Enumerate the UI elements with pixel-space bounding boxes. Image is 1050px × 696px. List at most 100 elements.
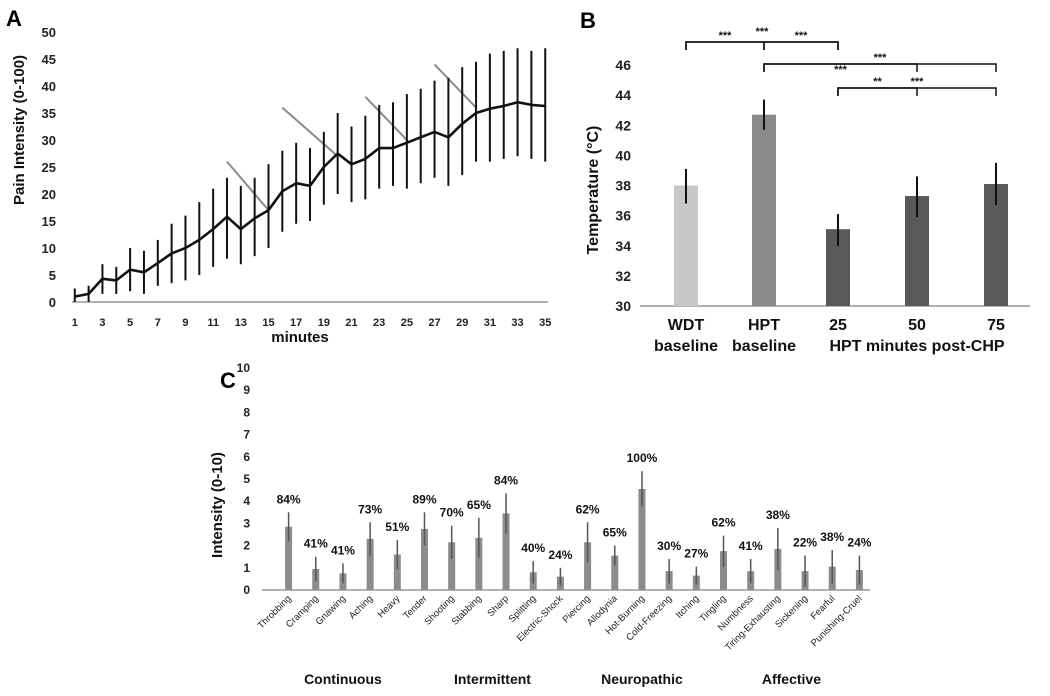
panel-c-y-tick-label: 2	[243, 539, 250, 553]
panel-c-bar	[448, 542, 456, 590]
panel-a-x-tick-label: 23	[373, 317, 385, 329]
panel-c-percent-label: 40%	[521, 541, 545, 555]
panel-b-category-sublabel: baseline	[732, 338, 796, 355]
panel-c-bar	[638, 488, 646, 590]
panel-c-group-label: Affective	[762, 671, 821, 687]
panel-c-y-axis-label: Intensity (0-10)	[209, 452, 226, 558]
panel-b-y-tick-label: 32	[615, 268, 631, 284]
panel-b-category-label: HPT	[748, 317, 780, 334]
panel-a-y-axis-label: Pain Intensity (0-100)	[11, 55, 28, 205]
panel-c-percent-label: 84%	[277, 492, 301, 506]
panel-b-y-axis-label: Temperature (°C)	[585, 126, 602, 255]
panel-a-annotation-line	[364, 96, 408, 141]
panel-b-significance-bracket	[763, 41, 839, 50]
panel-b-category-label: WDT	[668, 317, 705, 334]
panel-a-x-tick-label: 35	[539, 317, 551, 329]
panel-a-x-tick-label: 9	[182, 317, 188, 329]
panel-b-category-label: 75	[987, 317, 1005, 334]
panel-c-percent-label: 24%	[548, 548, 572, 562]
panel-c-bar	[584, 542, 592, 590]
panel-letter-c: C	[220, 368, 236, 393]
panel-c-percent-label: 84%	[494, 473, 518, 487]
panel-c-percent-label: 41%	[304, 537, 328, 551]
panel-c-percent-label: 27%	[684, 547, 708, 561]
panel-c-percent-label: 41%	[739, 539, 763, 553]
panel-c-group-label: Neuropathic	[601, 671, 683, 687]
panel-a-x-tick-label: 15	[262, 317, 274, 329]
panel-a-x-tick-label: 17	[290, 317, 302, 329]
panel-b-bar	[674, 185, 698, 306]
panel-b-significance-bracket	[685, 41, 839, 50]
panel-c-bar	[611, 555, 619, 590]
panel-c-percent-label: 38%	[820, 530, 844, 544]
panel-c-group-label: Continuous	[304, 671, 382, 687]
panel-b-significance-bracket	[837, 87, 918, 96]
panel-c-percent-label: 24%	[847, 536, 871, 550]
panel-b-y-tick-label: 36	[615, 208, 631, 224]
panel-a-x-tick-label: 19	[318, 317, 330, 329]
panel-b-y-tick-label: 40	[615, 147, 631, 163]
panel-a-annotation-line	[226, 160, 270, 211]
panel-a-y-tick-label: 20	[42, 187, 56, 202]
panel-a-x-tick-label: 3	[99, 317, 105, 329]
panel-c-category-label: Heavy	[376, 593, 403, 620]
panel-c-y-tick-label: 10	[237, 361, 251, 375]
panel-b-significance-label: **	[873, 76, 882, 88]
panel-b-significance-label: ***	[756, 26, 770, 38]
panel-a-x-tick-label: 25	[401, 317, 413, 329]
panel-c-bar	[502, 513, 510, 590]
panel-a-x-tick-label: 21	[345, 317, 357, 329]
panel-c-y-tick-label: 6	[243, 450, 250, 464]
panel-a-y-tick-label: 45	[42, 52, 56, 67]
panel-c-percent-label: 65%	[467, 498, 491, 512]
panel-c-percent-label: 89%	[412, 492, 436, 506]
panel-a-x-tick-label: 13	[235, 317, 247, 329]
panel-c-y-tick-label: 7	[243, 428, 250, 442]
panel-c-percent-label: 38%	[766, 508, 790, 522]
panel-a-y-tick-label: 35	[42, 106, 56, 121]
panel-b-significance-label: ***	[834, 64, 848, 76]
panel-b-category-label: 50	[908, 317, 926, 334]
panel-c-y-tick-label: 1	[243, 561, 250, 575]
panel-c-percent-label: 73%	[358, 502, 382, 516]
panel-c-percent-label: 65%	[603, 526, 627, 540]
panel-c-y-tick-label: 8	[243, 405, 250, 419]
panel-b-significance-label: ***	[911, 76, 925, 88]
panel-b-significance-label: ***	[874, 52, 888, 64]
panel-a-annotation-line	[433, 63, 477, 109]
panel-c-bar	[285, 526, 293, 590]
panel-c-percent-label: 62%	[576, 502, 600, 516]
panel-c-y-tick-label: 3	[243, 516, 250, 530]
panel-c-percent-label: 70%	[440, 506, 464, 520]
panel-b-significance-bracket	[763, 63, 997, 72]
panel-c-group-label: Intermittent	[454, 671, 531, 687]
panel-c-percent-label: 62%	[711, 516, 735, 530]
panel-b-bar-chart: 30 32 34 36 38 40 42 44 46 Temperature (°C) WDT bas…	[585, 26, 1030, 355]
panel-c-bar	[393, 554, 401, 590]
panel-c-y-tick-label: 5	[243, 472, 250, 486]
panel-c-category-label: Gnawing	[314, 593, 348, 627]
panel-b-y-tick-label: 44	[615, 87, 631, 103]
panel-b-significance-label: ***	[795, 30, 809, 42]
panel-a-x-tick-label: 27	[428, 317, 440, 329]
panel-a-y-tick-label: 15	[42, 214, 56, 229]
panel-b-y-tick-label: 38	[615, 178, 631, 194]
panel-a-y-tick-label: 25	[42, 160, 56, 175]
panel-c-percent-label: 30%	[657, 539, 681, 553]
panel-letter-a: A	[6, 6, 22, 31]
panel-a-y-tick-label: 5	[49, 268, 56, 283]
panel-c-bar	[475, 537, 483, 590]
panel-a-annotation-line	[281, 106, 339, 157]
panel-a-x-tick-label: 31	[484, 317, 496, 329]
panel-c-bar	[421, 528, 428, 590]
panel-a-y-tick-label: 30	[42, 133, 56, 148]
panel-b-category-sublabel: HPT minutes post-CHP	[829, 338, 1004, 355]
panel-a-series-line	[74, 100, 546, 298]
panel-b-category-sublabel: baseline	[654, 338, 718, 355]
panel-a-x-tick-label: 29	[456, 317, 468, 329]
panel-b-y-tick-label: 42	[615, 117, 631, 133]
panel-c-percent-label: 100%	[627, 451, 658, 465]
panel-a-x-tick-label: 33	[511, 317, 523, 329]
